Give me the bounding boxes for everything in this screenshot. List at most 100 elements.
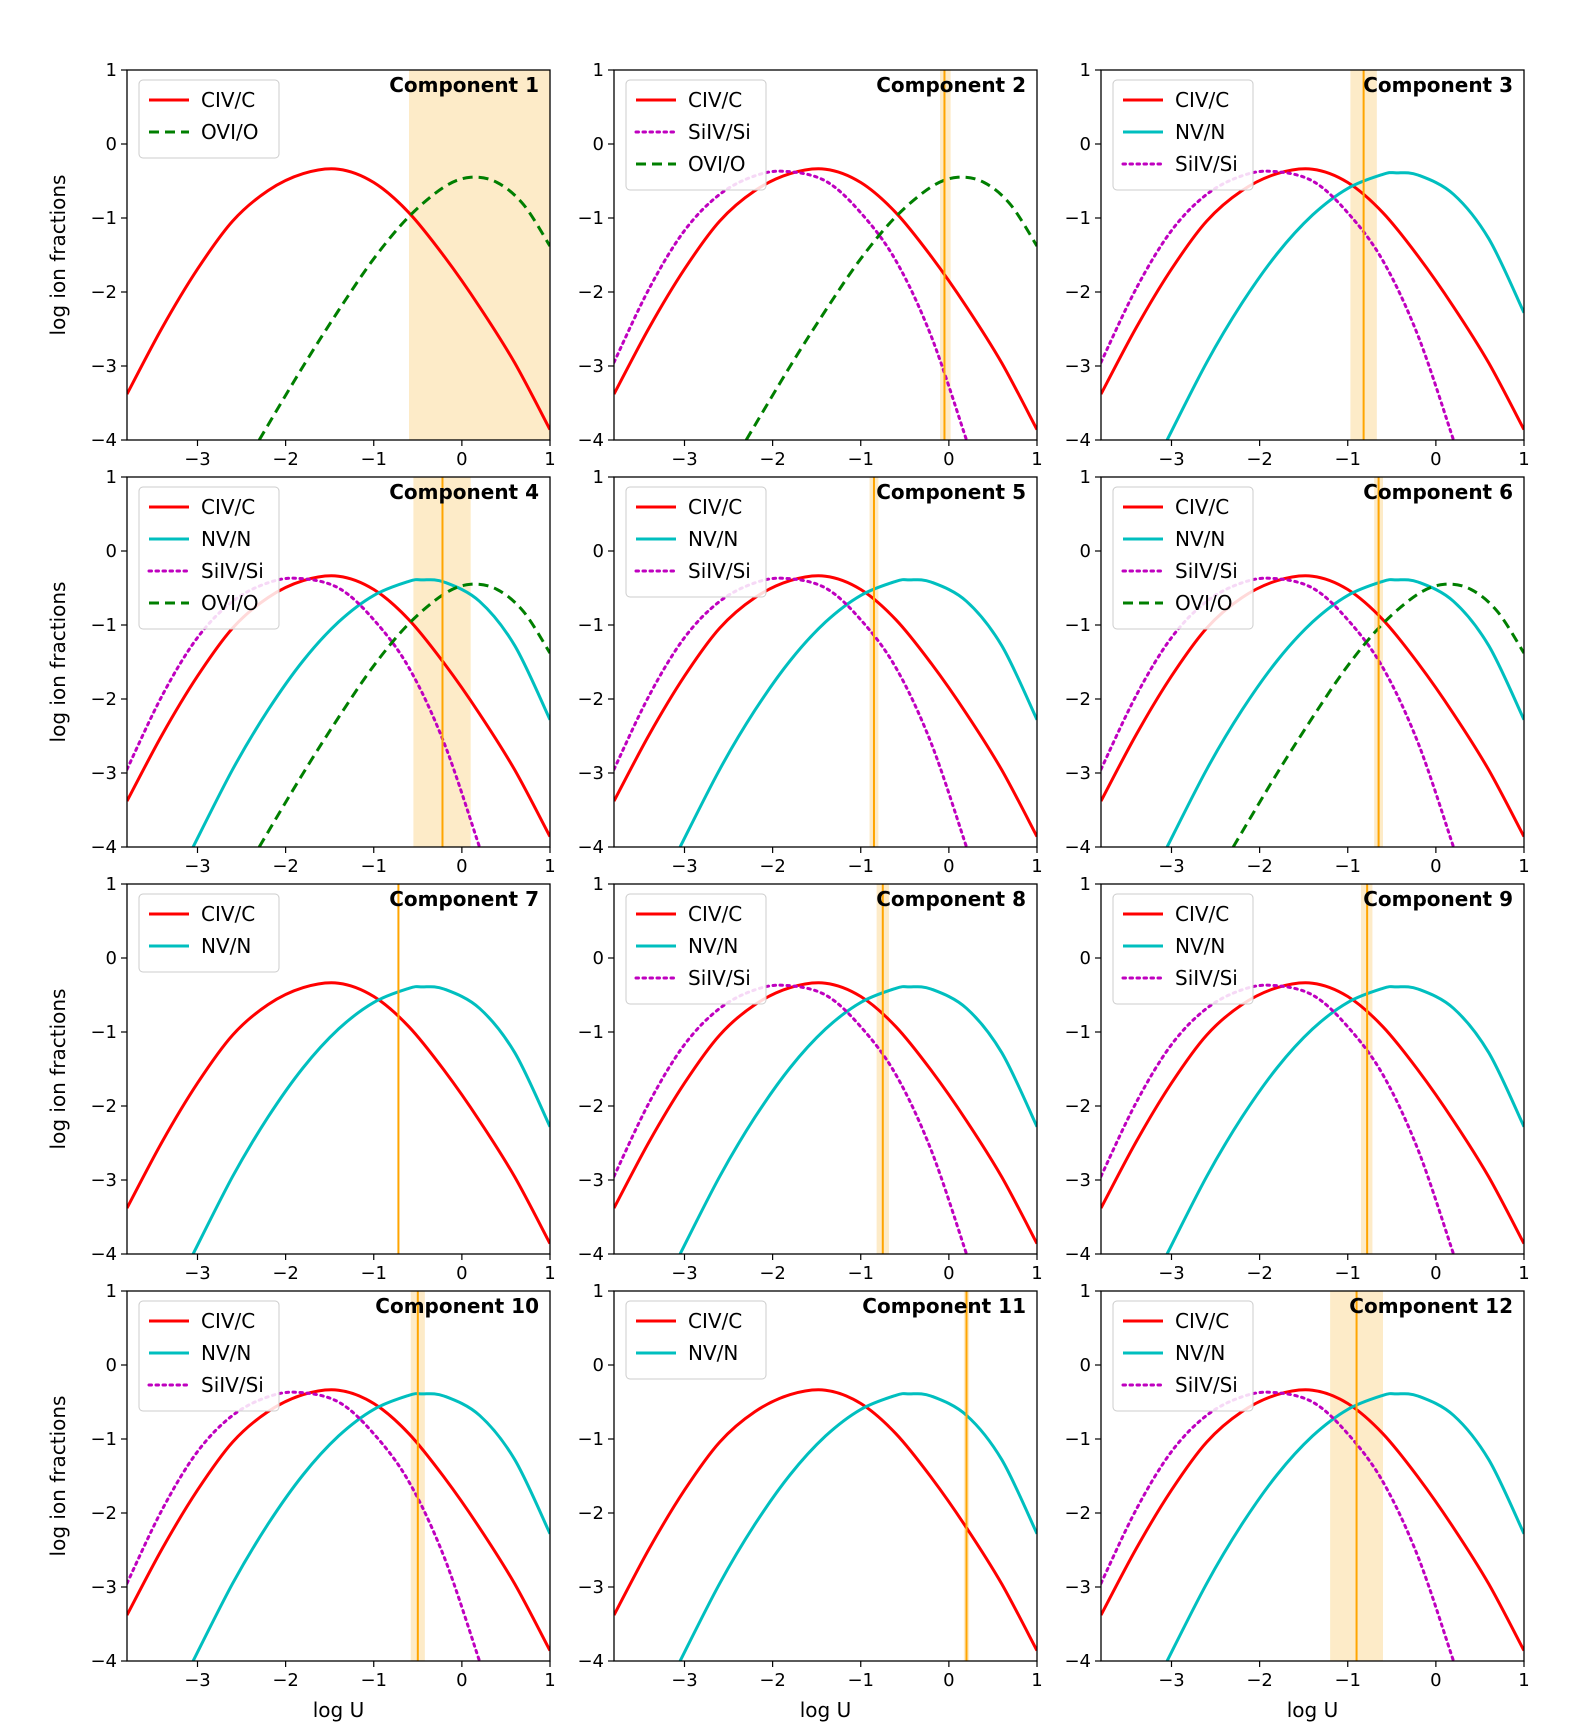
x-tick-label: 1 <box>1518 1263 1529 1284</box>
legend: CIV/C NV/N <box>138 893 280 973</box>
x-tick-label: −2 <box>1246 449 1273 470</box>
curve-civ <box>614 1388 1037 1652</box>
y-tick-label: 0 <box>106 948 117 969</box>
x-tick-label: 0 <box>1430 856 1441 877</box>
legend-label-nv: NV/N <box>688 1341 738 1365</box>
y-axis-label: log ion fractions <box>46 989 70 1150</box>
legend: CIV/C SiIV/Si OVI/O <box>625 79 767 191</box>
x-tick-label: −3 <box>1158 449 1185 470</box>
curve-ovi <box>1231 582 1524 847</box>
y-tick-label: −3 <box>90 356 117 377</box>
axes-frame <box>613 883 1038 1255</box>
panel-title: Component 4 <box>389 480 539 504</box>
y-tick-label: 1 <box>1080 874 1091 895</box>
curve-ovi <box>744 175 1037 440</box>
y-tick-label: 0 <box>106 541 117 562</box>
panel-6: −3 −2 −1 0 1 −4 −3 −2 −1 0 1 Component 6 CIV/C NV/N Si… <box>1064 467 1529 877</box>
curve-nv <box>1165 985 1524 1254</box>
y-tick-label: −2 <box>90 282 117 303</box>
legend-label-ovi: OVI/O <box>688 152 745 176</box>
x-axis-label: log U <box>313 1698 364 1722</box>
legend-label-nv: NV/N <box>201 934 251 958</box>
legend-box <box>138 1300 280 1412</box>
legend-label-civ: CIV/C <box>688 495 742 519</box>
curve-nv <box>678 985 1037 1254</box>
x-tick-label: −2 <box>759 449 786 470</box>
logU-band <box>409 70 550 440</box>
legend-label-ovi: OVI/O <box>201 591 258 615</box>
legend-label-civ: CIV/C <box>688 1309 742 1333</box>
legend-label-civ: CIV/C <box>688 902 742 926</box>
x-tick-label: 1 <box>1031 449 1042 470</box>
legend-box <box>1112 893 1254 1005</box>
y-tick-label: −1 <box>1064 208 1091 229</box>
curve-civ <box>1101 981 1524 1245</box>
curve-siiv <box>1101 576 1455 847</box>
y-tick-label: 1 <box>1080 467 1091 488</box>
curve-siiv <box>127 1390 481 1661</box>
y-tick-label: −3 <box>1064 356 1091 377</box>
y-tick-label: −2 <box>577 1096 604 1117</box>
axes-frame <box>126 69 551 441</box>
x-tick-label: 0 <box>943 856 954 877</box>
curve-civ <box>614 981 1037 1245</box>
x-tick-label: −2 <box>272 856 299 877</box>
y-tick-label: −2 <box>1064 1503 1091 1524</box>
legend-label-civ: CIV/C <box>1175 1309 1229 1333</box>
x-tick-label: 1 <box>544 856 555 877</box>
y-tick-label: 1 <box>106 1281 117 1302</box>
legend: CIV/C NV/N SiIV/Si <box>625 893 767 1005</box>
y-tick-label: −2 <box>1064 282 1091 303</box>
legend-label-civ: CIV/C <box>1175 88 1229 112</box>
panel-7: −3 −2 −1 0 1 −4 −3 −2 −1 0 1 Component 7 CIV/C NV/N lo… <box>46 874 556 1284</box>
legend-label-civ: CIV/C <box>201 495 255 519</box>
axes-frame <box>613 1290 1038 1662</box>
y-tick-label: 1 <box>593 874 604 895</box>
y-tick-label: −2 <box>577 282 604 303</box>
panel-title: Component 10 <box>375 1294 539 1318</box>
panel-title: Component 7 <box>389 887 539 911</box>
curve-civ <box>614 574 1037 838</box>
y-tick-label: 0 <box>593 948 604 969</box>
legend-box <box>138 486 280 630</box>
x-tick-label: 0 <box>456 856 467 877</box>
legend-box <box>625 486 767 598</box>
plot-area <box>614 884 1037 1254</box>
x-tick-label: −1 <box>847 856 874 877</box>
legend-label-civ: CIV/C <box>201 88 255 112</box>
y-tick-label: −4 <box>577 837 604 858</box>
plot-area <box>1101 884 1524 1254</box>
x-tick-label: −3 <box>671 449 698 470</box>
legend-label-nv: NV/N <box>201 527 251 551</box>
x-tick-label: 0 <box>943 449 954 470</box>
y-tick-label: −3 <box>1064 763 1091 784</box>
curve-ovi <box>257 175 550 440</box>
y-tick-label: −4 <box>577 1651 604 1672</box>
y-tick-label: −4 <box>577 1244 604 1265</box>
curve-nv <box>678 578 1037 847</box>
legend: CIV/C NV/N SiIV/Si <box>138 1300 280 1412</box>
x-tick-label: −2 <box>1246 1263 1273 1284</box>
y-tick-label: 1 <box>593 60 604 81</box>
y-tick-label: 0 <box>1080 1355 1091 1376</box>
y-tick-label: −3 <box>577 1170 604 1191</box>
y-tick-label: −4 <box>90 837 117 858</box>
x-tick-label: 1 <box>544 1670 555 1691</box>
panel-3: −3 −2 −1 0 1 −4 −3 −2 −1 0 1 Component 3 CIV/C NV/N Si… <box>1064 60 1529 470</box>
y-tick-label: 1 <box>593 467 604 488</box>
panel-title: Component 5 <box>876 480 1026 504</box>
x-tick-label: −2 <box>272 449 299 470</box>
x-tick-label: −3 <box>1158 856 1185 877</box>
curve-civ <box>127 1388 550 1652</box>
y-tick-label: −1 <box>577 1429 604 1450</box>
curve-civ <box>614 167 1037 431</box>
panel-title: Component 3 <box>1363 73 1513 97</box>
x-tick-label: −3 <box>1158 1670 1185 1691</box>
legend-box <box>1112 486 1254 630</box>
y-axis-label: log ion fractions <box>46 582 70 743</box>
curve-siiv <box>614 169 968 440</box>
legend: CIV/C NV/N SiIV/Si OVI/O <box>138 486 280 630</box>
legend: CIV/C NV/N <box>625 1300 767 1380</box>
axes-frame <box>126 1290 551 1662</box>
axes-frame <box>613 69 1038 441</box>
